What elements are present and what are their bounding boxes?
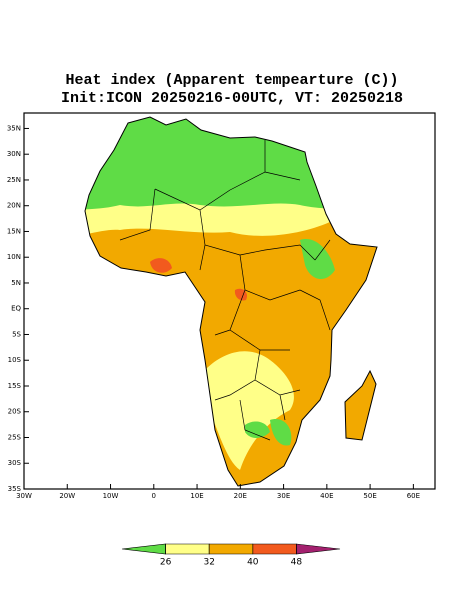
x-tick-label: 30E — [277, 492, 290, 500]
y-tick-label: 35N — [7, 124, 21, 132]
x-tick-label: 10W — [103, 492, 119, 500]
y-tick-label: 5S — [12, 330, 21, 338]
x-tick-label: 50E — [363, 492, 376, 500]
colorbar-segment — [296, 543, 341, 555]
y-tick-label: 10S — [8, 356, 22, 364]
map-fields — [85, 117, 377, 486]
colorbar-segment — [165, 543, 210, 555]
colorbar-label: 26 — [160, 558, 172, 568]
borders — [119, 140, 331, 441]
colorbar-segment — [252, 543, 297, 555]
x-tick-label: 0 — [152, 492, 156, 500]
y-tick-label: 30N — [7, 150, 21, 158]
field — [205, 351, 294, 470]
y-tick-label: 10N — [7, 253, 21, 261]
y-tick-label: 15N — [7, 227, 21, 235]
y-tick-label: 15S — [8, 382, 22, 390]
colorbar-segment — [121, 543, 166, 555]
title: Heat index (Apparent tempearture (C)) — [65, 72, 398, 89]
colorbar-label: 48 — [291, 558, 303, 568]
x-tick-label: 40E — [320, 492, 333, 500]
field — [85, 117, 377, 210]
field — [330, 383, 347, 438]
x-tick-label: 60E — [407, 492, 420, 500]
subtitle: Init:ICON 20250216-00UTC, VT: 20250218 — [61, 90, 403, 107]
x-tick-label: 20W — [59, 492, 75, 500]
y-tick-label: 5N — [11, 279, 21, 287]
y-tick-label: 30S — [8, 459, 22, 467]
y-tick-label: 35S — [8, 485, 22, 493]
field — [150, 258, 248, 301]
colorbar-label: 32 — [203, 558, 214, 568]
map-frame — [23, 112, 436, 490]
y-tick-label: 20S — [8, 408, 22, 416]
y-tick-label: 25S — [8, 433, 22, 441]
y-tick-label: 20N — [7, 202, 21, 210]
x-tick-label: 30W — [16, 492, 32, 500]
x-tick-label: 10E — [190, 492, 203, 500]
field — [245, 239, 335, 446]
x-tick-label: 20E — [234, 492, 247, 500]
colorbar-segment — [208, 543, 254, 555]
y-tick-label: EQ — [11, 305, 21, 313]
y-tick-label: 25N — [7, 176, 21, 184]
colorbar-label: 40 — [247, 558, 259, 568]
